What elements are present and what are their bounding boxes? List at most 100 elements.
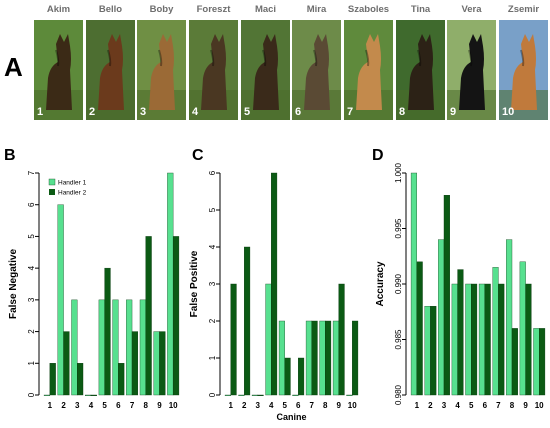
y-tick-label: 6 (208, 170, 217, 175)
dog-number: 7 (347, 106, 354, 118)
legend-label-handler1: Handler 1 (58, 180, 87, 187)
handler1-bar (153, 331, 160, 396)
handler1-bar (84, 394, 92, 397)
handler1-bar (451, 283, 458, 396)
x-tick-label: 2 (242, 401, 247, 410)
handler1-bar (43, 394, 51, 397)
handler1-bar (319, 320, 326, 396)
x-tick-label: 2 (61, 401, 66, 410)
handler2-bar (90, 394, 97, 397)
x-tick-label: 7 (310, 401, 315, 410)
dog-name: Maci (254, 4, 277, 15)
handler2-bar (416, 261, 423, 396)
handler1-bar (278, 320, 285, 396)
x-tick-label: 4 (269, 401, 274, 410)
handler2-bar (172, 236, 180, 396)
x-tick-label: 4 (89, 401, 94, 410)
dog-name: Bello (98, 4, 123, 15)
x-tick-label: 5 (283, 401, 288, 410)
dog-card: Szaboles 7 (344, 4, 393, 120)
handler2-bar (63, 331, 70, 396)
y-tick-label: 0.985 (394, 329, 403, 350)
handler2-bar (230, 283, 237, 396)
dog-photo (241, 20, 290, 120)
handler2-bar (338, 283, 345, 396)
y-tick-label: 4 (27, 265, 36, 270)
dog-photo-image (396, 20, 445, 120)
dog-number: 3 (140, 106, 147, 118)
accuracy-chart: D 0.980 0.985 0.990 0.995 1.000 Accuracy 1 2 3 4 5 6… (372, 147, 546, 410)
dog-number: 9 (450, 106, 457, 118)
handler2-bar (457, 269, 464, 396)
legend: Handler 1 Handler 2 (48, 178, 87, 197)
dog-photo-image (137, 20, 186, 120)
handler1-bar (167, 172, 174, 396)
x-tick-label: 7 (130, 401, 135, 410)
y-tick-label: 1.000 (394, 162, 403, 183)
dog-card: Boby 3 (137, 4, 186, 120)
x-tick-label: 10 (348, 401, 357, 410)
panel-letter: D (372, 147, 384, 164)
dog-photo (447, 20, 496, 120)
dog-photo (86, 20, 135, 120)
handler2-bar (284, 357, 291, 396)
handler1-bar (292, 394, 299, 397)
x-tick-label: 9 (337, 401, 342, 410)
y-tick-label: 2 (208, 318, 217, 323)
x-tick-label: 8 (510, 401, 515, 410)
dog-photo (137, 20, 186, 120)
handler2-bar (325, 320, 332, 396)
handler1-bar (71, 299, 78, 396)
x-axis-label: Canine (276, 412, 306, 422)
legend-swatch-handler2 (49, 189, 55, 195)
x-tick-label: 9 (157, 401, 162, 410)
legend-label-handler2: Handler 2 (58, 190, 87, 197)
x-tick-label: 3 (256, 401, 261, 410)
dog-photo (499, 20, 548, 120)
y-tick-label: 0.995 (394, 218, 403, 239)
handler2-bar (525, 283, 532, 396)
dog-number: 10 (502, 106, 515, 118)
dog-photo-image (344, 20, 393, 120)
x-tick-label: 6 (483, 401, 488, 410)
handler1-bar (465, 283, 472, 396)
handler1-bar (346, 394, 353, 397)
y-axis-label: False Positive (189, 250, 200, 317)
x-tick-label: 7 (496, 401, 501, 410)
dog-photo-image (189, 20, 238, 120)
y-tick-label: 2 (27, 329, 36, 334)
handler1-bar (139, 299, 146, 396)
dog-photos-panel: A Akim 1 Bello 2 Boby 3 Foreszt 4 Maci 5 Mira 6 Szab… (0, 0, 550, 122)
handler2-bar (49, 363, 56, 396)
y-tick-label: 3 (27, 297, 36, 302)
handler1-bar (57, 204, 64, 396)
handler2-bar (470, 283, 478, 396)
dog-name: Akim (46, 4, 71, 15)
y-axis-label: Accuracy (375, 261, 386, 306)
y-tick-label: 0.980 (394, 384, 403, 405)
x-tick-label: 8 (323, 401, 328, 410)
dog-name: Vera (461, 4, 482, 15)
handler2-bar (131, 331, 139, 396)
y-tick-label: 1 (27, 361, 36, 366)
handler2-bar (352, 320, 359, 396)
handler1-bar (126, 299, 133, 396)
x-tick-label: 10 (535, 401, 544, 410)
x-tick-label: 9 (523, 401, 528, 410)
y-tick-label: 6 (27, 202, 36, 207)
dog-card: Vera 9 (447, 4, 496, 120)
dog-photo (344, 20, 393, 120)
x-tick-label: 1 (415, 401, 420, 410)
handler2-bar (443, 195, 450, 396)
dog-number: 2 (89, 106, 96, 118)
handler1-bar (224, 394, 231, 397)
x-tick-label: 2 (428, 401, 433, 410)
dog-card: Zsemir 10 (499, 4, 548, 120)
handler1-bar (265, 283, 272, 396)
dog-photo-image (447, 20, 496, 120)
dog-photo (189, 20, 238, 120)
y-tick-label: 0 (27, 392, 36, 397)
dog-number: 5 (244, 106, 251, 118)
panel-letter: B (4, 147, 16, 164)
